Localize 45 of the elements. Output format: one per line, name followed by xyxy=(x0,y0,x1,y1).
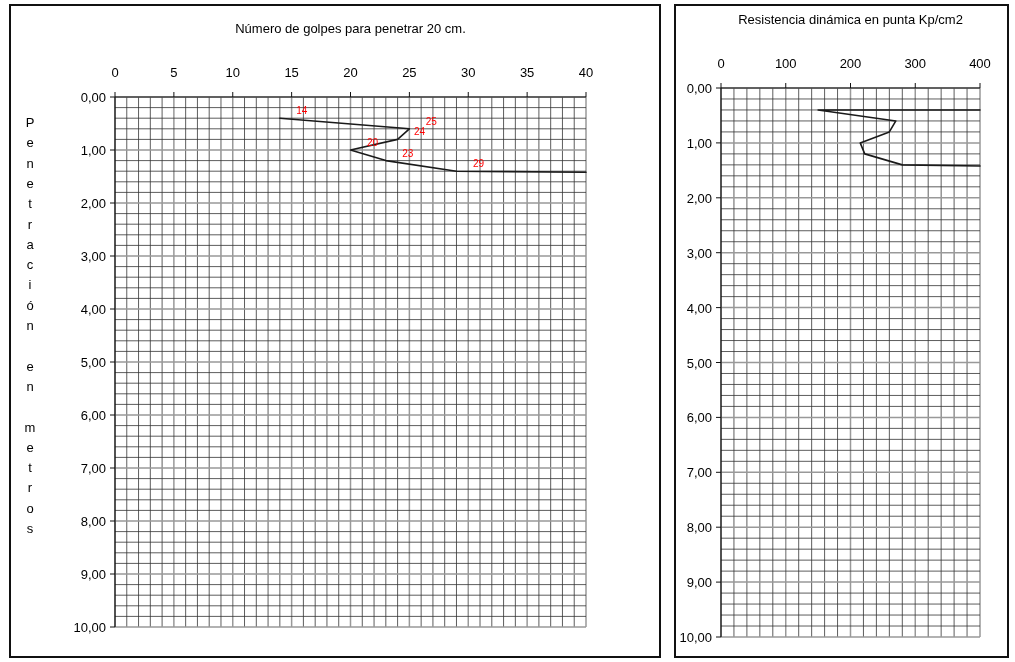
x-tick-label: 15 xyxy=(284,65,299,80)
y-tick-label: 5,00 xyxy=(80,355,106,370)
y-tick-label: 9,00 xyxy=(686,575,712,591)
y-tick-label: 9,00 xyxy=(80,567,106,582)
annotation: 23 xyxy=(402,147,414,159)
x-tick-label: 300 xyxy=(904,56,927,71)
y-tick-label: 1,00 xyxy=(80,143,106,158)
y-tick-label: 7,00 xyxy=(686,465,712,481)
y-tick-label: 6,00 xyxy=(80,408,106,423)
x-tick-label: 25 xyxy=(402,65,417,80)
y-tick-label: 7,00 xyxy=(80,461,106,476)
annotation: 29 xyxy=(472,158,485,170)
y-tick-label: 8,00 xyxy=(80,514,106,529)
x-tick-label: 40 xyxy=(578,65,594,80)
x-tick-label: 30 xyxy=(461,65,476,80)
chart-title: Resistencia dinámica en punta Kp/cm2 xyxy=(738,12,963,27)
y-tick-label: 2,00 xyxy=(686,190,712,206)
x-tick-label: 400 xyxy=(969,56,991,71)
x-tick-label: 0 xyxy=(111,65,119,80)
chart-title: Número de golpes para penetrar 20 cm. xyxy=(235,21,466,36)
x-tick-label: 200 xyxy=(839,56,862,71)
y-tick-label: 10,00 xyxy=(679,630,712,645)
y-tick-label: 6,00 xyxy=(686,410,712,426)
y-tick-label: 5,00 xyxy=(686,355,712,371)
annotation: 24 xyxy=(414,126,426,138)
y-tick-label: 1,00 xyxy=(686,135,712,151)
text: Penetración en metros xyxy=(24,115,36,536)
x-tick-label: 20 xyxy=(343,65,358,80)
line-series xyxy=(817,109,981,167)
line-series xyxy=(279,117,587,174)
x-tick-label: 100 xyxy=(774,56,797,71)
y-tick-label: 8,00 xyxy=(686,520,712,536)
x-tick-label: 35 xyxy=(519,65,535,80)
x-tick-label: 10 xyxy=(225,65,240,80)
x-tick-label: 5 xyxy=(170,65,178,80)
y-tick-label: 4,00 xyxy=(686,300,712,316)
y-tick-label: 10,00 xyxy=(73,620,106,635)
y-tick-label: 2,00 xyxy=(80,196,106,211)
y-tick-label: 4,00 xyxy=(80,302,106,317)
y-tick-label: 0,00 xyxy=(80,90,106,105)
annotation: 25 xyxy=(425,115,438,127)
y-tick-label: 3,00 xyxy=(686,245,712,261)
y-tick-label: 3,00 xyxy=(80,249,106,264)
y-tick-label: 0,00 xyxy=(686,81,712,96)
x-tick-label: 0 xyxy=(717,56,725,71)
